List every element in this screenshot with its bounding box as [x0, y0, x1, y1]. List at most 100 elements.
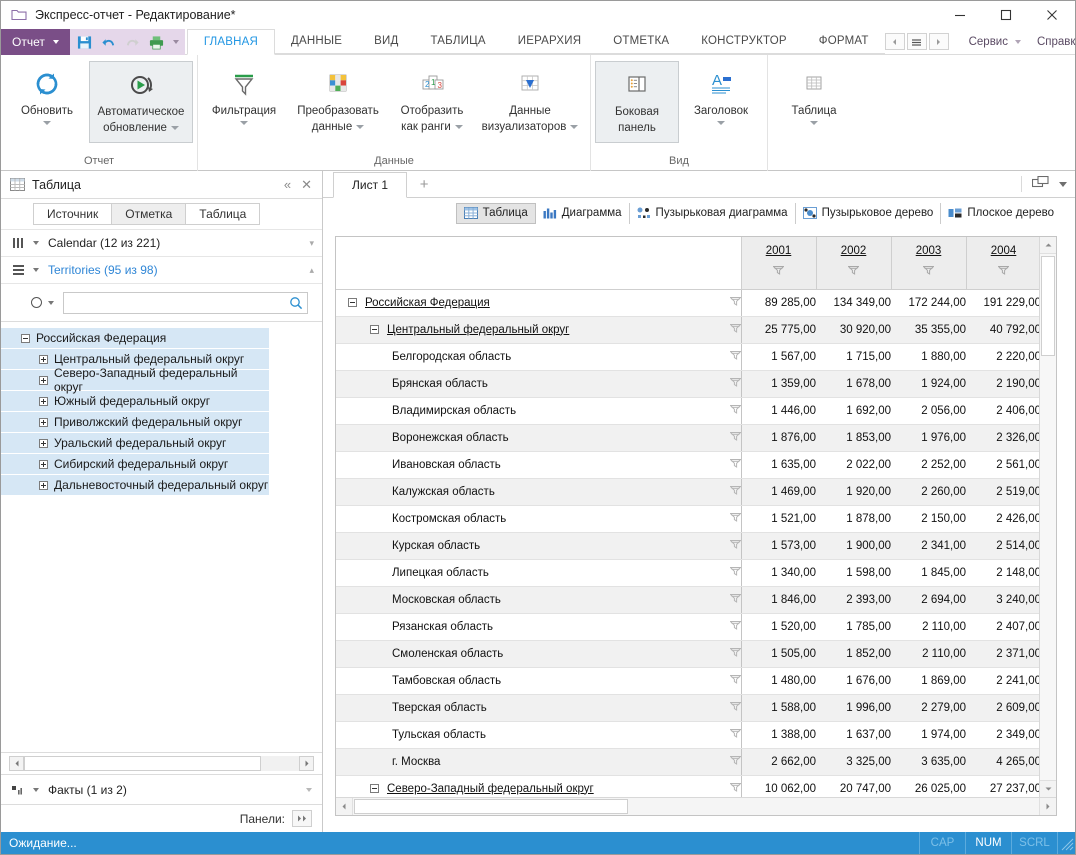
- tab-format[interactable]: ФОРМАТ: [802, 29, 885, 54]
- row-label-cell[interactable]: Московская область: [336, 586, 710, 614]
- table-row[interactable]: Воронежская область 1 876,00 1 853,00 1 976…: [336, 424, 1039, 452]
- value-cell[interactable]: 1 715,00: [816, 343, 891, 371]
- expand-right-icon[interactable]: [292, 810, 312, 827]
- row-label-cell[interactable]: Брянская область: [336, 370, 710, 398]
- value-cell[interactable]: 2 022,00: [816, 451, 891, 479]
- value-cell[interactable]: 2 110,00: [891, 640, 966, 668]
- value-cell[interactable]: 10 062,00: [741, 775, 816, 797]
- windows-icon[interactable]: [1031, 175, 1049, 193]
- collapse-box-icon[interactable]: [370, 325, 379, 334]
- column-header-2004[interactable]: 2004: [965, 237, 1039, 290]
- service-caret-icon[interactable]: [1014, 39, 1021, 44]
- value-cell[interactable]: 2 252,00: [891, 451, 966, 479]
- value-cell[interactable]: 26 025,00: [891, 775, 966, 797]
- refresh-button[interactable]: Обновить: [5, 61, 89, 143]
- row-label-cell[interactable]: г. Москва: [336, 748, 710, 776]
- tab-tablica[interactable]: ТАБЛИЦА: [414, 29, 502, 54]
- table-viewport[interactable]: 2001 2002: [336, 237, 1039, 797]
- value-cell[interactable]: 2 241,00: [966, 667, 1039, 695]
- value-cell[interactable]: 3 240,00: [966, 586, 1039, 614]
- tab-dannye[interactable]: ДАННЫЕ: [275, 29, 359, 54]
- visualizer-data-dropdown-icon[interactable]: [570, 124, 579, 129]
- row-filter-icon[interactable]: [710, 694, 742, 722]
- facts-caret-icon[interactable]: [33, 787, 39, 792]
- expand-box-icon[interactable]: [39, 417, 48, 427]
- undo-icon[interactable]: [100, 34, 117, 51]
- row-filter-icon[interactable]: [710, 451, 742, 479]
- value-cell[interactable]: 1 340,00: [741, 559, 816, 587]
- value-cell[interactable]: 1 974,00: [891, 721, 966, 749]
- table-row[interactable]: Тульская область 1 388,00 1 637,00 1 974,00…: [336, 721, 1039, 749]
- value-cell[interactable]: 1 785,00: [816, 613, 891, 641]
- row-filter-icon[interactable]: [710, 667, 742, 695]
- table-button[interactable]: Таблица: [772, 61, 856, 143]
- value-cell[interactable]: 1 846,00: [741, 586, 816, 614]
- tab-otmetka[interactable]: ОТМЕТКА: [597, 29, 686, 54]
- value-cell[interactable]: 3 635,00: [891, 748, 966, 776]
- report-menu-button[interactable]: Отчет: [1, 29, 70, 55]
- row-filter-icon[interactable]: [710, 559, 742, 587]
- value-cell[interactable]: 1 469,00: [741, 478, 816, 506]
- value-cell[interactable]: 89 285,00: [741, 289, 816, 317]
- row-filter-icon[interactable]: [710, 721, 742, 749]
- resize-grip-icon[interactable]: [1057, 832, 1075, 854]
- table-horizontal-scrollbar[interactable]: [336, 797, 1056, 815]
- expand-box-icon[interactable]: [39, 438, 48, 448]
- row-filter-icon[interactable]: [710, 532, 742, 560]
- row-filter-icon[interactable]: [710, 343, 742, 371]
- table-row[interactable]: Курская область 1 573,00 1 900,00 2 341,00 2…: [336, 532, 1039, 560]
- value-cell[interactable]: 1 520,00: [741, 613, 816, 641]
- table-vertical-scrollbar[interactable]: [1039, 237, 1056, 797]
- value-cell[interactable]: 1 845,00: [891, 559, 966, 587]
- value-cell[interactable]: 2 561,00: [966, 451, 1039, 479]
- header-button[interactable]: A Заголовок: [679, 61, 763, 143]
- column-filter-icon[interactable]: [893, 266, 965, 275]
- tree-node[interactable]: Южный федеральный округ: [1, 391, 269, 411]
- collapse-icon[interactable]: «: [283, 177, 292, 192]
- tab-otmetka-panel[interactable]: Отметка: [111, 203, 187, 225]
- value-cell[interactable]: 4 265,00: [966, 748, 1039, 776]
- column-header-2003[interactable]: 2003: [890, 237, 966, 290]
- row-filter-icon[interactable]: [710, 397, 742, 425]
- scroll-left-button[interactable]: [336, 798, 353, 815]
- row-filter-icon[interactable]: [710, 505, 742, 533]
- row-label-cell[interactable]: Центральный федеральный округ: [336, 316, 710, 344]
- table-row[interactable]: Рязанская область 1 520,00 1 785,00 2 110,0…: [336, 613, 1039, 641]
- dimension-territories-expander-icon[interactable]: ▴: [309, 264, 314, 275]
- row-label-cell[interactable]: Рязанская область: [336, 613, 710, 641]
- value-cell[interactable]: 2 514,00: [966, 532, 1039, 560]
- row-label-cell[interactable]: Тамбовская область: [336, 667, 710, 695]
- value-cell[interactable]: 2 349,00: [966, 721, 1039, 749]
- table-row[interactable]: Липецкая область 1 340,00 1 598,00 1 845,00…: [336, 559, 1039, 587]
- value-cell[interactable]: 1 853,00: [816, 424, 891, 452]
- scroll-right-button[interactable]: [1039, 798, 1056, 815]
- visualizer-data-button[interactable]: Данные визуализаторов: [474, 61, 586, 143]
- dimension-territories[interactable]: Territories (95 из 98) ▴: [1, 256, 322, 283]
- row-filter-icon[interactable]: [710, 316, 742, 344]
- redo-icon[interactable]: [124, 34, 141, 51]
- nav-prev-icon[interactable]: [884, 33, 905, 50]
- nav-menu-icon[interactable]: [906, 33, 927, 50]
- value-cell[interactable]: 2 662,00: [741, 748, 816, 776]
- value-cell[interactable]: 172 244,00: [891, 289, 966, 317]
- row-filter-icon[interactable]: [710, 478, 742, 506]
- value-cell[interactable]: 1 359,00: [741, 370, 816, 398]
- row-filter-icon[interactable]: [710, 586, 742, 614]
- value-cell[interactable]: 2 371,00: [966, 640, 1039, 668]
- value-cell[interactable]: 2 260,00: [891, 478, 966, 506]
- value-cell[interactable]: 1 920,00: [816, 478, 891, 506]
- value-cell[interactable]: 1 852,00: [816, 640, 891, 668]
- row-label-cell[interactable]: Белгородская область: [336, 343, 710, 371]
- table-row[interactable]: г. Москва 2 662,00 3 325,00 3 635,00 4 265,0…: [336, 748, 1039, 776]
- dimension-calendar[interactable]: Calendar (12 из 221) ▾: [1, 229, 322, 256]
- value-cell[interactable]: 1 388,00: [741, 721, 816, 749]
- view-mode-flat-tree[interactable]: Плоское дерево: [941, 203, 1061, 224]
- value-cell[interactable]: 30 920,00: [816, 316, 891, 344]
- value-cell[interactable]: 1 880,00: [891, 343, 966, 371]
- value-cell[interactable]: 1 869,00: [891, 667, 966, 695]
- value-cell[interactable]: 1 446,00: [741, 397, 816, 425]
- tab-glavnaya[interactable]: ГЛАВНАЯ: [186, 29, 276, 55]
- row-label-cell[interactable]: Тверская область: [336, 694, 710, 722]
- row-label-cell[interactable]: Тульская область: [336, 721, 710, 749]
- value-cell[interactable]: 1 521,00: [741, 505, 816, 533]
